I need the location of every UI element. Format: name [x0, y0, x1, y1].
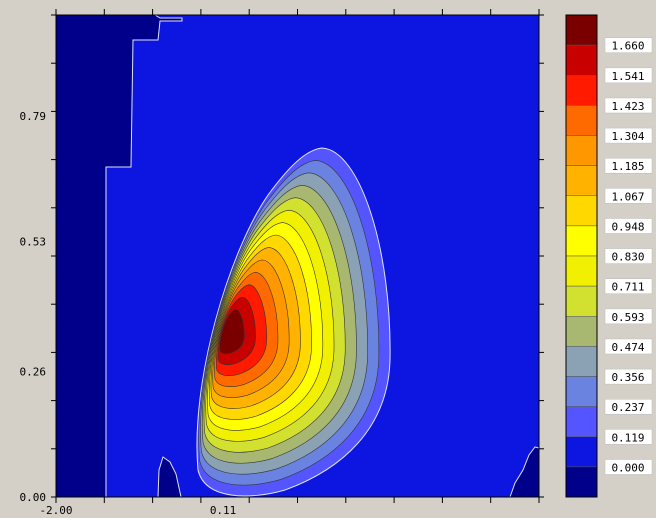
y-tick-label: 0.00: [20, 491, 47, 504]
legend-swatch: [565, 135, 598, 166]
y-tick-marks: [51, 14, 544, 498]
legend-label-box: [604, 67, 653, 84]
legend-label-box: [604, 368, 653, 385]
x-tick-marks: [55, 9, 540, 503]
legend-label: 0.119: [611, 431, 644, 444]
legend-swatch: [565, 285, 598, 317]
legend-label: 0.948: [611, 220, 644, 233]
color-legend: 0.000 0.119 0.237 0.356 0.474 0.593 0.711 0.830…: [565, 14, 653, 498]
legend-label-box: [604, 459, 653, 475]
legend-swatch: [565, 406, 598, 437]
legend-label-box: [604, 188, 653, 204]
legend-label-box: [604, 278, 653, 294]
legend-swatch: [565, 466, 598, 498]
legend-label-box: [604, 338, 653, 355]
legend-label-box: [604, 218, 653, 234]
legend-swatch: [565, 436, 598, 468]
legend-label: 1.541: [611, 70, 644, 83]
x-tick-labels: -2.00 0.11: [39, 504, 236, 517]
legend-swatch: [565, 195, 598, 227]
legend-label: 0.830: [611, 251, 644, 264]
contour-bands: [196, 147, 391, 497]
legend-label-box: [604, 127, 653, 144]
legend-label-box: [604, 97, 653, 114]
legend-frame: [565, 14, 598, 498]
legend-label: 0.237: [611, 401, 644, 414]
legend-label: 1.423: [611, 100, 644, 113]
legend-label: 0.474: [611, 341, 644, 354]
x-tick-label: -2.00: [39, 504, 72, 517]
legend-label-box: [604, 157, 653, 174]
legend-swatch: [565, 14, 598, 46]
legend-swatch: [565, 376, 598, 407]
legend-label-box: [604, 308, 653, 325]
legend-swatch: [565, 316, 598, 347]
axes: -2.00 0.11 0.00 0.26 0.53 0.79: [20, 9, 544, 517]
legend-label: 1.067: [611, 190, 644, 203]
legend-label: 1.660: [611, 40, 644, 53]
legend-label: 0.593: [611, 311, 644, 324]
legend-swatch: [565, 255, 598, 287]
legend-label: 0.711: [611, 281, 644, 294]
legend-label: 0.000: [611, 461, 644, 474]
legend-label-box: [604, 37, 653, 53]
y-tick-label: 0.26: [20, 366, 47, 379]
x-tick-label: 0.11: [210, 504, 237, 517]
legend-swatch: [565, 346, 598, 377]
legend-label: 1.185: [611, 160, 644, 173]
legend-label-box: [604, 398, 653, 415]
legend-label: 0.356: [611, 371, 644, 384]
y-tick-label: 0.79: [20, 110, 47, 123]
plot-area: [55, 14, 540, 498]
legend-swatch: [565, 44, 598, 76]
legend-swatch: [565, 165, 598, 196]
legend-label-box: [604, 248, 653, 264]
contour-band: [219, 309, 245, 355]
legend-label: 1.304: [611, 130, 644, 143]
y-tick-label: 0.53: [20, 236, 47, 249]
legend-swatch: [565, 75, 598, 106]
legend-swatch: [565, 105, 598, 136]
legend-swatch: [565, 225, 598, 257]
y-tick-labels: 0.00 0.26 0.53 0.79: [20, 110, 47, 504]
legend-label-box: [604, 429, 653, 445]
